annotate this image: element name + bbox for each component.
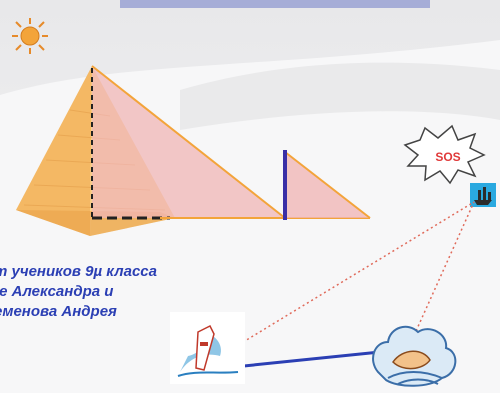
distance-arrow [215, 350, 381, 377]
sun-ray-stick [284, 151, 371, 219]
sun-icon [12, 18, 48, 54]
caption-line-2: пе Александра и [0, 283, 114, 300]
background-wave-2 [180, 62, 500, 130]
caption-line-3: еменова Андрея [0, 303, 117, 320]
title-strip [120, 0, 430, 8]
caption-line-1: т учеников 9µ класса [0, 263, 157, 280]
lighthouse-icon [170, 312, 245, 384]
sun-ray-pyramid [91, 65, 286, 219]
sos-label: SOS [435, 150, 461, 164]
ship-icon [470, 183, 496, 207]
author-caption: т учеников 9µ класса пе Александра и еме… [0, 262, 240, 322]
storm-icon [372, 325, 457, 387]
signal-line-storm-ship [411, 201, 475, 341]
sos-burst [403, 124, 486, 185]
